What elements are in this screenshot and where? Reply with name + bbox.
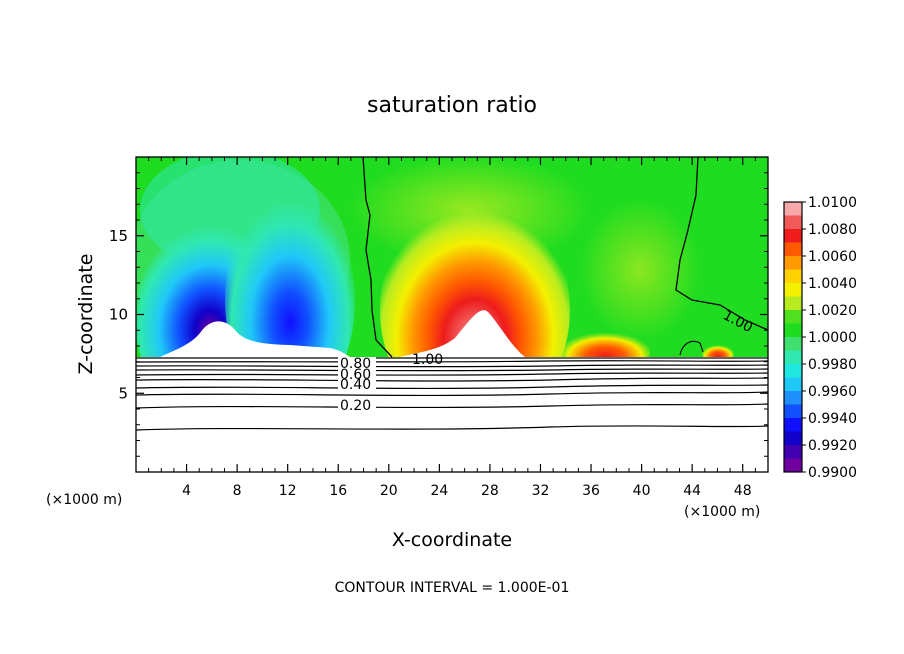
x-tick-label: 32 bbox=[532, 483, 550, 499]
contour-1-00-small bbox=[679, 340, 704, 356]
contour-0-20 bbox=[136, 403, 768, 409]
x-tick-label: 28 bbox=[481, 483, 499, 499]
colorbar-label: 1.0060 bbox=[808, 249, 857, 265]
colorbar-swatch bbox=[784, 256, 802, 270]
x-unit-left: (×1000 m) bbox=[46, 492, 122, 508]
contour-0-10 bbox=[136, 425, 768, 431]
colorbar-swatch bbox=[784, 377, 802, 392]
colorbar-swatch bbox=[784, 310, 802, 324]
contour-0-50 bbox=[136, 377, 768, 382]
x-tick-label: 44 bbox=[683, 483, 701, 499]
colorbar-swatch bbox=[784, 229, 802, 243]
x-axis-label: X-coordinate bbox=[392, 529, 512, 551]
colorbar-label: 1.0100 bbox=[808, 195, 857, 211]
colorbar-swatch bbox=[784, 323, 802, 338]
plot-area bbox=[136, 157, 768, 472]
contour-0-80 bbox=[136, 368, 768, 372]
colorbar-swatch bbox=[784, 283, 802, 297]
contour-line-2 bbox=[136, 360, 768, 363]
y-axis-label: Z-coordinate bbox=[75, 254, 97, 375]
undefined-region-right bbox=[400, 310, 525, 357]
contour-1-00-left bbox=[362, 157, 393, 358]
colorbar-label: 1.0080 bbox=[808, 222, 857, 238]
colorbar-swatch bbox=[784, 242, 802, 257]
colorbar-label: 0.9940 bbox=[808, 411, 857, 427]
colorbar-label: 1.0000 bbox=[808, 330, 857, 346]
colorbar-swatch bbox=[784, 269, 802, 284]
colorbar-swatch bbox=[784, 215, 802, 230]
colorbar-label: 0.9960 bbox=[808, 384, 857, 400]
colorbar-swatch bbox=[784, 202, 802, 216]
x-tick-label: 24 bbox=[430, 483, 448, 499]
contour-line-3 bbox=[136, 364, 768, 368]
x-tick-label: 36 bbox=[582, 483, 600, 499]
y-tick-label: 10 bbox=[109, 306, 128, 324]
x-tick-label: 4 bbox=[182, 483, 191, 499]
contour-0-60 bbox=[136, 372, 768, 376]
y-tick-label: 5 bbox=[118, 384, 128, 402]
x-tick-label: 16 bbox=[329, 483, 347, 499]
colorbar-swatch bbox=[784, 350, 802, 365]
x-tick-label: 40 bbox=[633, 483, 651, 499]
undefined-region-left bbox=[160, 321, 350, 357]
colorbar-label: 1.0020 bbox=[808, 303, 857, 319]
field-light-right bbox=[580, 200, 700, 340]
lower-region bbox=[136, 357, 768, 472]
colorbar-label: 1.0040 bbox=[808, 276, 857, 292]
colorbar-swatch bbox=[784, 296, 802, 311]
colorbar-label: 0.9900 bbox=[808, 465, 857, 481]
colorbar: 1.0100 1.0080 1.0060 1.0040 1.0020 1.0000 0.99… bbox=[783, 195, 857, 481]
x-tick-label: 8 bbox=[233, 483, 242, 499]
chart-title: saturation ratio bbox=[367, 93, 537, 118]
colorbar-swatch bbox=[784, 364, 802, 378]
contour-0-30 bbox=[136, 391, 768, 397]
contour-labels: 0.80 0.60 0.40 0.20 1.00 1.00 bbox=[338, 307, 755, 414]
colorbar-swatch bbox=[784, 404, 802, 419]
colorbar-swatch bbox=[784, 391, 802, 405]
colorbar-swatch bbox=[784, 418, 802, 432]
colorbar-swatch bbox=[784, 445, 802, 459]
contour-0-40 bbox=[136, 384, 768, 390]
footer-note: CONTOUR INTERVAL = 1.000E-01 bbox=[335, 580, 570, 596]
y-axis: 5 10 15 bbox=[109, 172, 768, 457]
colorbar-swatch bbox=[784, 458, 802, 473]
contour-label-1-00-center: 1.00 bbox=[412, 352, 443, 368]
contour-1-00-right bbox=[675, 157, 768, 331]
colorbar-label: 0.9920 bbox=[808, 438, 857, 454]
contour-label-0-20: 0.20 bbox=[340, 398, 371, 414]
x-tick-label: 20 bbox=[380, 483, 398, 499]
x-axis: 4 8 12 16 20 24 28 32 36 40 44 48 bbox=[148, 157, 756, 499]
x-tick-label: 12 bbox=[279, 483, 297, 499]
colorbar-swatch bbox=[784, 337, 802, 351]
contour-label-0-40: 0.40 bbox=[340, 377, 371, 393]
x-tick-label: 48 bbox=[734, 483, 752, 499]
x-unit-right: (×1000 m) bbox=[684, 504, 760, 520]
y-tick-label: 15 bbox=[109, 227, 128, 245]
colorbar-swatch bbox=[784, 431, 802, 446]
colorbar-label: 0.9980 bbox=[808, 357, 857, 373]
